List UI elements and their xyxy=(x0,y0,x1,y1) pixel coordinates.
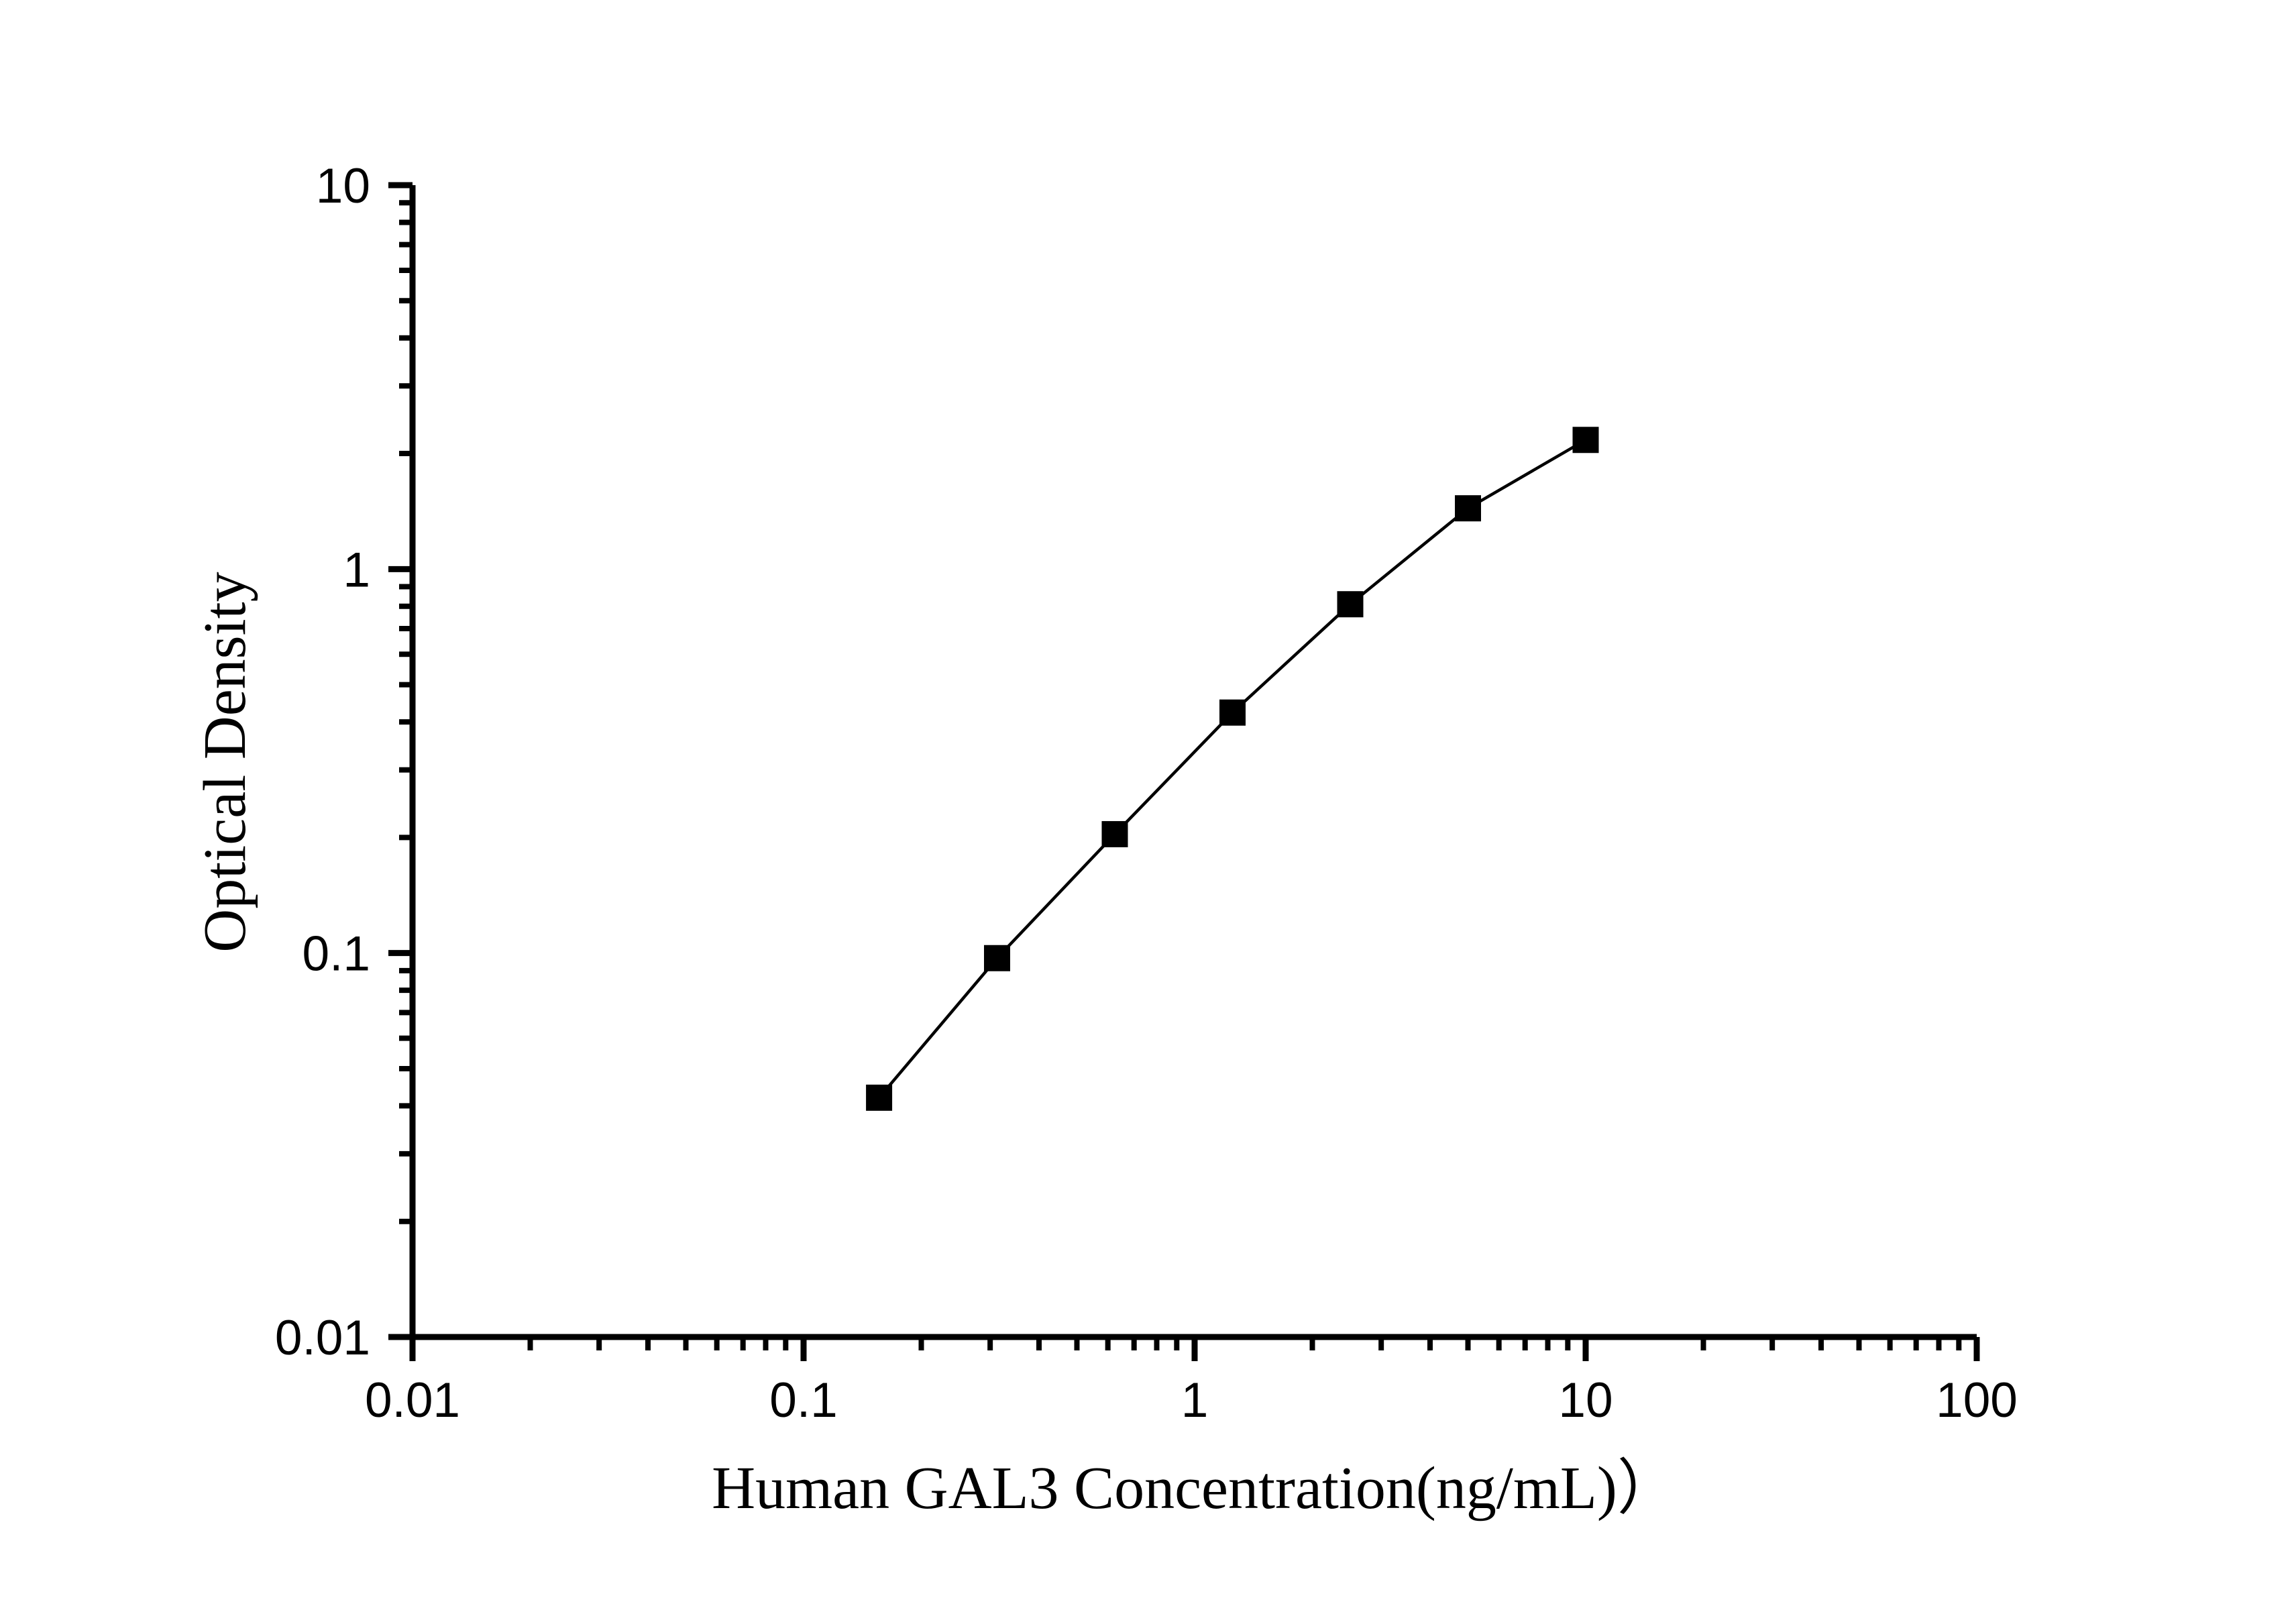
data-point-marker xyxy=(1101,820,1128,847)
x-tick-label: 0.01 xyxy=(365,1373,460,1428)
y-tick-label: 0.1 xyxy=(303,927,370,981)
data-point-marker xyxy=(866,1084,893,1111)
y-tick-label: 10 xyxy=(316,159,370,213)
curve-line xyxy=(877,438,1587,1099)
data-point-marker xyxy=(1337,591,1364,618)
data-point-marker xyxy=(1219,699,1246,726)
data-point-marker xyxy=(983,945,1010,971)
x-tick-label: 100 xyxy=(1936,1373,2018,1428)
data-point-marker xyxy=(1454,495,1481,522)
plot-area: 0.01 0.1 1 10 100 10 1 0.1 0.01 xyxy=(275,159,2018,1428)
y-axis-title: Optical Density xyxy=(192,572,258,952)
x-tick-label: 1 xyxy=(1181,1373,1209,1428)
y-tick-label: 1 xyxy=(343,543,370,597)
data-point-marker xyxy=(1572,427,1599,453)
x-tick-label: 0.1 xyxy=(769,1373,837,1428)
x-tick-label: 10 xyxy=(1558,1373,1612,1428)
x-axis-title: Human GAL3 Concentration(ng/mL)） xyxy=(712,1455,1678,1521)
y-tick-label: 0.01 xyxy=(275,1311,370,1365)
